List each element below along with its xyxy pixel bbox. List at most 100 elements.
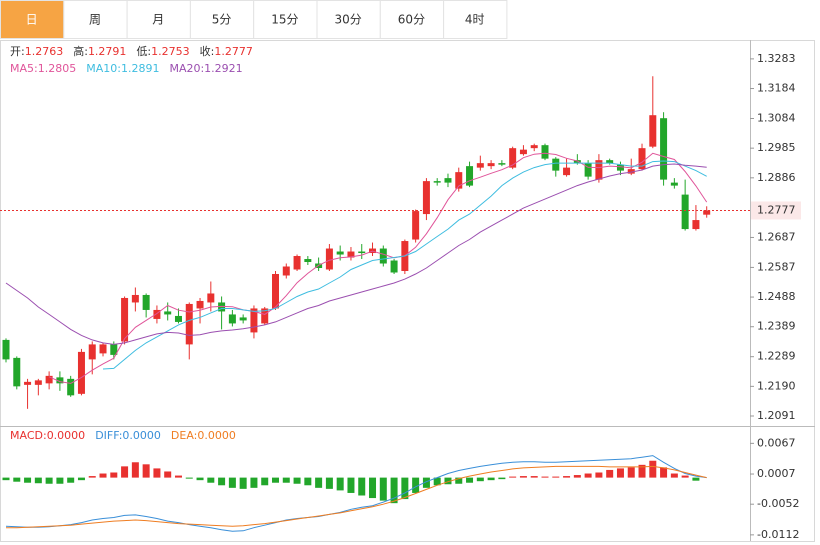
macd-bar	[498, 477, 506, 480]
ohlc-legend: 收:1.2777	[200, 44, 253, 58]
macd-bar	[390, 477, 398, 504]
candle-body	[272, 273, 279, 309]
y-tick-label: 1.2289	[757, 350, 796, 363]
candle-body	[304, 259, 312, 263]
macd-bar	[487, 477, 495, 481]
tab-box[interactable]	[189, 0, 255, 39]
candle-body	[563, 167, 571, 176]
y-tick-label: 1.2190	[757, 379, 796, 392]
candle-body	[541, 145, 549, 159]
ma-line	[48, 152, 708, 384]
tab[interactable]: 日	[0, 0, 65, 39]
candle-body	[218, 302, 226, 312]
macd-bar	[455, 477, 463, 484]
tab-box[interactable]	[63, 0, 128, 39]
candle-body	[487, 163, 495, 167]
macd-bar	[466, 477, 474, 483]
candle-body	[142, 294, 150, 310]
y-tick-label: 0.0007	[757, 467, 796, 480]
legend-item-label: DEA:	[171, 429, 197, 442]
last-price-label: 1.2777	[757, 203, 796, 216]
candle-body	[67, 378, 75, 396]
tab-box[interactable]	[316, 0, 381, 39]
last-price-box	[751, 201, 801, 220]
candle-body	[56, 377, 64, 384]
candle-body	[670, 182, 678, 186]
tab[interactable]: 60分	[379, 0, 445, 39]
ohlc-legend-label: 高:	[73, 44, 88, 58]
macd-bar	[174, 475, 182, 478]
tab-label[interactable]: 日	[26, 13, 38, 27]
candle-body	[261, 308, 269, 324]
macd-bar	[670, 473, 678, 478]
candle-body	[164, 311, 172, 315]
tab-box[interactable]	[0, 0, 65, 39]
candle-body	[2, 339, 10, 360]
candle-body	[153, 309, 161, 319]
tab-label[interactable]: 15分	[271, 13, 298, 27]
tab[interactable]: 月	[126, 0, 191, 39]
macd-bar	[584, 473, 592, 478]
candle-body	[34, 380, 42, 385]
macd-bar	[347, 477, 355, 493]
ohlc-legend-value: 1.2753	[151, 45, 190, 58]
tab-label[interactable]: 4时	[465, 13, 485, 27]
tab[interactable]: 周	[63, 0, 128, 39]
tab-label[interactable]: 5分	[212, 13, 232, 27]
macd-bar	[573, 475, 581, 478]
tab-label[interactable]: 月	[152, 13, 164, 27]
tab-label[interactable]: 60分	[398, 13, 425, 27]
tab-box[interactable]	[126, 0, 191, 39]
macd-bar	[616, 468, 624, 478]
y-tick-label: 1.2587	[757, 260, 796, 273]
legend-item-label: MACD:	[10, 429, 47, 442]
macd-bar	[681, 475, 689, 478]
candle-body	[336, 251, 344, 255]
tab[interactable]: 30分	[316, 0, 381, 39]
candle-body	[573, 160, 581, 164]
macd-bar	[24, 477, 32, 483]
y-tick-label: 1.2389	[757, 320, 796, 333]
tab[interactable]: 4时	[443, 0, 508, 39]
candle-body	[131, 294, 139, 303]
ohlc-legend-value: 1.2763	[25, 45, 64, 58]
y-tick-label: 1.3283	[757, 52, 796, 65]
candle-body	[13, 357, 21, 387]
candle-body	[692, 220, 700, 230]
macd-bar	[196, 477, 204, 481]
legend-item-label: MA10:	[86, 62, 121, 75]
candle-body	[552, 158, 560, 171]
macd-bar	[250, 477, 258, 488]
macd-bar	[606, 469, 614, 478]
macd-bar	[649, 460, 657, 478]
ohlc-legend-label: 低:	[136, 45, 151, 58]
candle-body	[358, 251, 366, 254]
candle-body	[433, 181, 441, 183]
tab-box[interactable]	[379, 0, 445, 39]
macd-bar	[34, 477, 42, 484]
macd-bar	[638, 464, 646, 478]
candle-body	[595, 160, 603, 180]
candle-body	[379, 248, 387, 264]
macd-bar	[595, 472, 603, 478]
tab[interactable]: 15分	[253, 0, 318, 39]
candle-body	[121, 297, 129, 342]
ohlc-legend-value: 1.2777	[214, 45, 253, 58]
candle-body	[703, 210, 711, 215]
macd-bar	[369, 477, 377, 499]
ma-line	[5, 163, 707, 345]
candle-body	[444, 178, 452, 183]
tab[interactable]: 5分	[189, 0, 255, 39]
macd-bar	[153, 468, 161, 478]
macd-bar	[110, 472, 118, 478]
candle-body	[390, 260, 398, 273]
tab-label[interactable]: 30分	[335, 13, 362, 27]
legend-item-label: MA20:	[169, 62, 204, 75]
macd-bar	[218, 477, 226, 486]
tab-label[interactable]: 周	[89, 13, 101, 27]
y-tick-label: 0.0067	[757, 436, 796, 449]
tab-box[interactable]	[443, 0, 508, 39]
macd-bar	[412, 477, 420, 493]
macd-bar	[304, 477, 312, 486]
